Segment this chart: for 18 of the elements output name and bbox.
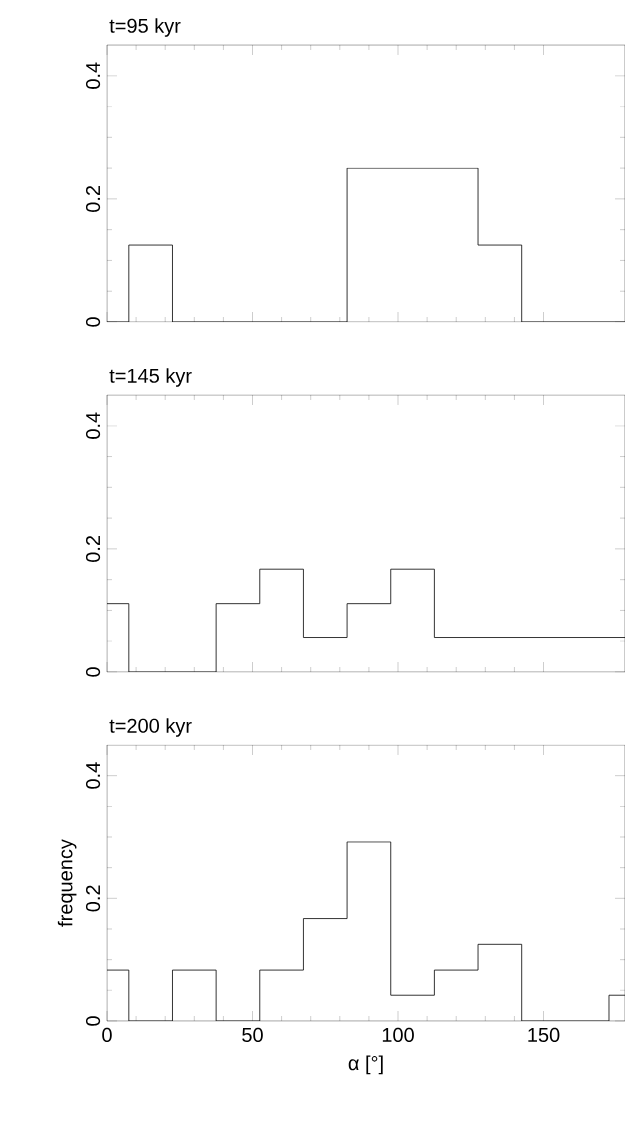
x-tick-label: 50 (242, 1027, 263, 1043)
y-tick-label: 0 (85, 1016, 101, 1026)
y-tick-label: 0.4 (85, 62, 101, 89)
y-tick-label: 0.2 (85, 185, 101, 212)
chart-title: t=95 kyr (109, 18, 181, 37)
x-tick-label: 150 (528, 1027, 560, 1043)
y-axis-title: frequency (57, 839, 77, 927)
x-tick-label: 100 (382, 1027, 414, 1043)
y-tick-label: 0 (85, 317, 101, 327)
y-tick-label: 0.2 (85, 885, 101, 912)
y-tick-label: 0.2 (85, 535, 101, 562)
chart-title: t=200 kyr (109, 718, 192, 737)
x-tick-label: 0 (102, 1027, 112, 1043)
y-tick-label: 0 (85, 667, 101, 677)
y-tick-label: 0.4 (85, 762, 101, 789)
x-axis-title: α [°] (348, 1055, 383, 1075)
y-tick-label: 0.4 (85, 412, 101, 439)
chart-title: t=145 kyr (109, 368, 192, 387)
